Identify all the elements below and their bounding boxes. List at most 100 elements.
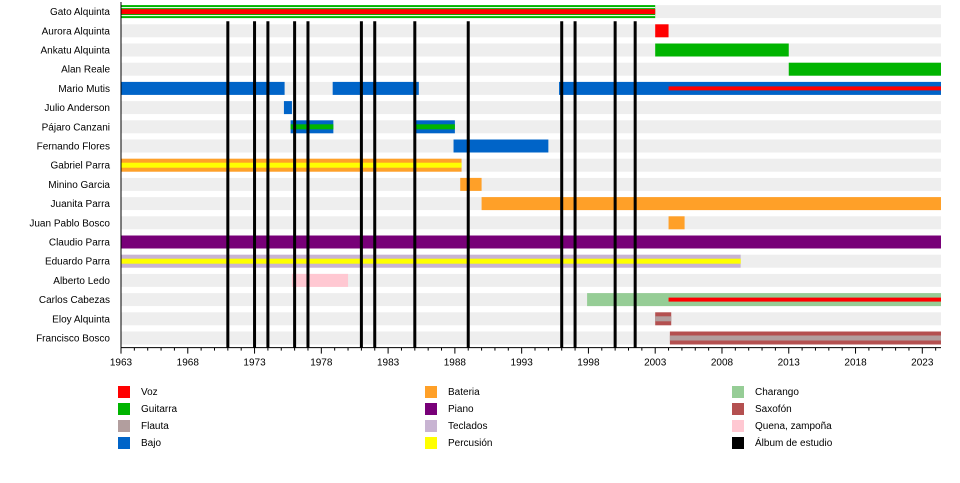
x-axis: 1963 1968 1973 1978 1983 1988 1993 1998 2003 2008…	[110, 2, 941, 369]
member-name: Claudio Parra	[49, 238, 111, 249]
member-bar-bateria	[460, 177, 482, 191]
legend-label: Saxofón	[755, 403, 792, 415]
legend-label: Percusión	[448, 437, 493, 449]
member-bar-stripe-flauta	[669, 335, 941, 341]
member-bar-piano	[121, 235, 941, 249]
member-bar-voz	[655, 24, 669, 38]
member-names: Gato Alquinta Aurora Alquinta Ankatu Alqui…	[29, 7, 110, 344]
legend-item-saxofon: Saxofón	[732, 402, 792, 416]
member-bar-stripe-flauta	[655, 316, 672, 322]
x-tick-label: 1978	[310, 358, 333, 369]
legend-item-piano: Piano	[425, 402, 474, 416]
member-bar-bateria	[668, 216, 685, 230]
member-name: Mario Mutis	[58, 84, 110, 95]
legend-item-percusion: Percusión	[425, 436, 492, 450]
member-bar-bajo	[121, 81, 285, 95]
legend-item-bajo: Bajo	[118, 436, 161, 450]
member-bar-stripe-percusion	[121, 162, 462, 168]
row-background	[121, 216, 941, 230]
x-tick-label: 1983	[377, 358, 400, 369]
legend-swatch	[425, 403, 437, 415]
legend-label: Álbum de estudio	[755, 437, 833, 449]
member-bar-bajo	[453, 139, 549, 153]
legend-label: Voz	[141, 386, 158, 398]
member-bar-voz	[668, 86, 941, 91]
x-tick-label: 1993	[511, 358, 534, 369]
legend-label: Charango	[755, 386, 799, 398]
legend-item-album: Álbum de estudio	[732, 436, 832, 450]
legend-swatch	[732, 420, 744, 432]
member-bar-voz	[668, 297, 941, 302]
x-tick-label: 2023	[911, 358, 934, 369]
x-tick-label: 2003	[644, 358, 667, 369]
row-background	[121, 120, 941, 134]
legend-label: Flauta	[141, 420, 169, 432]
x-tick-label: 1968	[177, 358, 200, 369]
legend-swatch	[118, 420, 130, 432]
legend-swatch	[118, 386, 130, 398]
member-name: Carlos Cabezas	[39, 295, 110, 306]
member-name: Eloy Alquinta	[52, 314, 110, 325]
member-bar-guitarra	[655, 43, 789, 57]
x-tick-label: 2018	[844, 358, 867, 369]
member-bar-bajo	[283, 101, 292, 115]
member-bar-quena	[291, 273, 349, 287]
member-name: Francisco Bosco	[36, 334, 110, 345]
legend-label: Piano	[448, 403, 474, 415]
member-name: Gato Alquinta	[50, 7, 110, 18]
x-tick-label: 1963	[110, 358, 133, 369]
member-name: Julio Anderson	[44, 103, 110, 114]
legend-item-voz: Voz	[118, 385, 158, 399]
album-lines	[226, 21, 637, 348]
row-background	[121, 312, 941, 326]
legend-label: Bajo	[141, 437, 162, 449]
legend-label: Bateria	[448, 386, 480, 398]
member-name: Fernando Flores	[37, 142, 110, 153]
member-bar-guitarra	[788, 62, 941, 76]
member-name: Ankatu Alquinta	[41, 46, 111, 57]
member-name: Minino Garcia	[48, 180, 110, 191]
legend-label: Quena, zampoña	[755, 420, 832, 432]
row-background	[121, 273, 941, 287]
x-tick-label: 1973	[243, 358, 266, 369]
member-name: Alan Reale	[61, 65, 110, 76]
legend-item-quena: Quena, zampoña	[732, 419, 832, 433]
legend-swatch	[425, 437, 437, 449]
legend-swatch	[732, 386, 744, 398]
legend-swatch	[425, 420, 437, 432]
legend-swatch	[118, 403, 130, 415]
row-background	[121, 24, 941, 38]
legend-item-flauta: Flauta	[118, 419, 169, 433]
legend-swatch	[118, 437, 130, 449]
x-tick-label: 2008	[711, 358, 734, 369]
legend-item-bateria: Bateria	[425, 385, 480, 399]
member-name: Alberto Ledo	[53, 276, 110, 287]
member-name: Juan Pablo Bosco	[29, 218, 110, 229]
member-bar-bateria	[481, 197, 941, 211]
legend-item-guitarra: Guitarra	[118, 402, 177, 416]
member-bar-stripe-percusion	[121, 258, 741, 264]
member-name: Gabriel Parra	[51, 161, 111, 172]
member-name: Pájaro Canzani	[42, 122, 110, 133]
row-background	[121, 62, 941, 76]
x-tick-label: 1998	[577, 358, 600, 369]
row-background	[121, 177, 941, 191]
member-bar-stripe-guitarra	[414, 124, 455, 130]
row-background	[121, 101, 941, 115]
legend-swatch	[732, 403, 744, 415]
legend-label: Teclados	[448, 420, 488, 432]
member-name: Aurora Alquinta	[42, 26, 111, 37]
legend-item-teclados: Teclados	[425, 419, 487, 433]
legend-label: Guitarra	[141, 403, 178, 415]
bar-separator	[121, 7, 656, 9]
legend-swatch	[732, 437, 744, 449]
bar-separator	[121, 15, 656, 17]
member-bar-stripe-voz	[121, 9, 656, 15]
x-tick-label: 1988	[444, 358, 467, 369]
legend-swatch	[425, 386, 437, 398]
member-bar-stripe-guitarra	[290, 124, 334, 130]
row-background	[121, 43, 941, 57]
x-tick-label: 2013	[778, 358, 801, 369]
legend-item-charango: Charango	[732, 385, 799, 399]
